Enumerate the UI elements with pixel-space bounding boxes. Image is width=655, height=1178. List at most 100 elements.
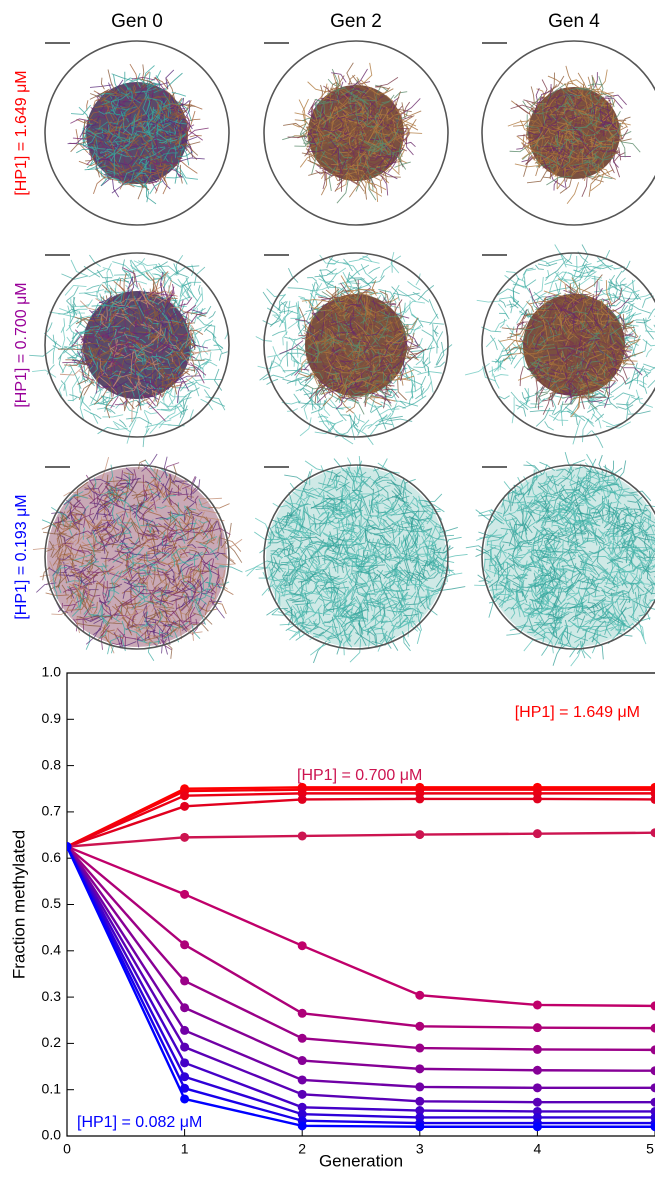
simulation-image bbox=[465, 244, 655, 447]
chromatin-strand bbox=[66, 319, 79, 330]
chromatin-strand bbox=[535, 265, 543, 270]
simulation-image bbox=[256, 252, 452, 445]
chromatin-strand bbox=[147, 402, 166, 421]
chromatin-strand bbox=[404, 301, 425, 310]
chromatin-strand bbox=[177, 297, 190, 311]
chromatin-strand bbox=[86, 285, 99, 290]
chromatin-strand bbox=[195, 379, 221, 380]
chromatin-strand bbox=[643, 339, 655, 346]
chromatin-strand bbox=[394, 92, 407, 99]
chromatin-strand bbox=[187, 388, 199, 391]
row-label: [HP1] = 1.649 μM bbox=[13, 70, 30, 195]
chromatin-strand bbox=[40, 575, 50, 577]
chromatin-strand bbox=[398, 289, 416, 301]
chromatin-strand bbox=[258, 366, 279, 369]
chromatin-strand bbox=[617, 405, 633, 410]
chromatin-strand bbox=[315, 425, 334, 433]
column-header: Gen 2 bbox=[330, 11, 382, 32]
chromatin-strand bbox=[639, 384, 647, 393]
chromatin-strand bbox=[32, 370, 56, 377]
chromatin-strand bbox=[375, 77, 398, 87]
chromatin-strand bbox=[578, 73, 586, 89]
chromatin-strand bbox=[114, 150, 115, 177]
row-label: [HP1] = 0.700 μM bbox=[13, 282, 30, 407]
chromatin-strand bbox=[53, 335, 56, 345]
chromatin-strand bbox=[381, 266, 391, 278]
chromatin-strand bbox=[646, 318, 652, 331]
chromatin-strand bbox=[194, 267, 205, 286]
chromatin-strand bbox=[308, 82, 327, 92]
chromatin-strand bbox=[509, 346, 513, 359]
chromatin-strand bbox=[199, 285, 201, 295]
chromatin-strand bbox=[633, 380, 647, 384]
chromatin-strand bbox=[81, 391, 91, 410]
chromatin-strand bbox=[499, 396, 510, 399]
chromatin-strand bbox=[124, 273, 126, 291]
chromatin-strand bbox=[320, 270, 328, 289]
chromatin-strand bbox=[272, 331, 286, 336]
chromatin-strand bbox=[102, 415, 123, 417]
chromatin-strand bbox=[349, 184, 359, 198]
chromatin-strand bbox=[573, 419, 580, 444]
chromatin-strand bbox=[486, 338, 495, 347]
chromatin-strand bbox=[587, 404, 611, 412]
chromatin-strand bbox=[543, 393, 551, 415]
chromatin-strand bbox=[621, 278, 626, 289]
simulation-image bbox=[264, 41, 448, 225]
chromatin-strand bbox=[546, 259, 564, 264]
simulation-image bbox=[29, 253, 229, 447]
chromatin-strand bbox=[405, 386, 422, 392]
chromatin-strand bbox=[369, 398, 381, 405]
simulation-image bbox=[45, 41, 229, 225]
chromatin-strand bbox=[583, 419, 590, 442]
chromatin-strand bbox=[494, 375, 509, 378]
chromatin-strand bbox=[410, 307, 419, 319]
chromatin-strand bbox=[336, 408, 346, 421]
chromatin-strand bbox=[643, 318, 653, 339]
chromatin-strand bbox=[288, 288, 315, 291]
chromatin-strand bbox=[298, 296, 306, 303]
chromatin-strand bbox=[567, 182, 579, 204]
row-label: [HP1] = 0.193 μM bbox=[13, 494, 30, 619]
chromatin-strand bbox=[530, 411, 554, 412]
chromatin-strand bbox=[427, 330, 433, 350]
chromatin-strand bbox=[490, 335, 497, 350]
chromatin-strand bbox=[549, 415, 568, 420]
chromatin-strand bbox=[61, 318, 65, 332]
chromatin-strand bbox=[552, 400, 556, 415]
chromatin-strand bbox=[477, 300, 500, 302]
chromatin-strand bbox=[197, 317, 215, 326]
chromatin-strand bbox=[188, 119, 200, 121]
chromatin-strand bbox=[403, 396, 427, 409]
chromatin-strand bbox=[69, 395, 79, 398]
chromatin-strand bbox=[522, 269, 536, 280]
chromatin-strand bbox=[512, 397, 514, 423]
chromatin-strand bbox=[643, 372, 651, 388]
chromatin-strand bbox=[422, 381, 431, 394]
chromatin-strand bbox=[79, 290, 104, 294]
chromatin-strand bbox=[200, 498, 222, 499]
chromatin-strand bbox=[178, 398, 191, 404]
chromatin-strand bbox=[71, 105, 91, 114]
chromatin-strand bbox=[629, 363, 637, 390]
chromatin-strand bbox=[349, 255, 368, 261]
chromatin-strand bbox=[209, 311, 216, 318]
chromatin-strand bbox=[648, 304, 655, 319]
chromatin-strand bbox=[522, 392, 527, 402]
chromatin-strand bbox=[531, 86, 534, 103]
chromatin-strand bbox=[582, 245, 588, 267]
chromatin-strand bbox=[616, 281, 632, 293]
chromatin-strand bbox=[406, 137, 413, 155]
chromatin-strand bbox=[160, 177, 170, 189]
chromatin-strand bbox=[119, 420, 126, 428]
chromatin-strand bbox=[263, 320, 280, 324]
chromatin-strand bbox=[29, 348, 54, 356]
chromatin-strand bbox=[90, 85, 112, 88]
chromatin-strand bbox=[646, 349, 652, 357]
chromatin-strand bbox=[67, 287, 79, 301]
chromatin-strand bbox=[407, 281, 420, 290]
chromatin-strand bbox=[568, 80, 584, 86]
chromatin-strand bbox=[619, 147, 621, 160]
chromatin-strand bbox=[107, 263, 112, 282]
